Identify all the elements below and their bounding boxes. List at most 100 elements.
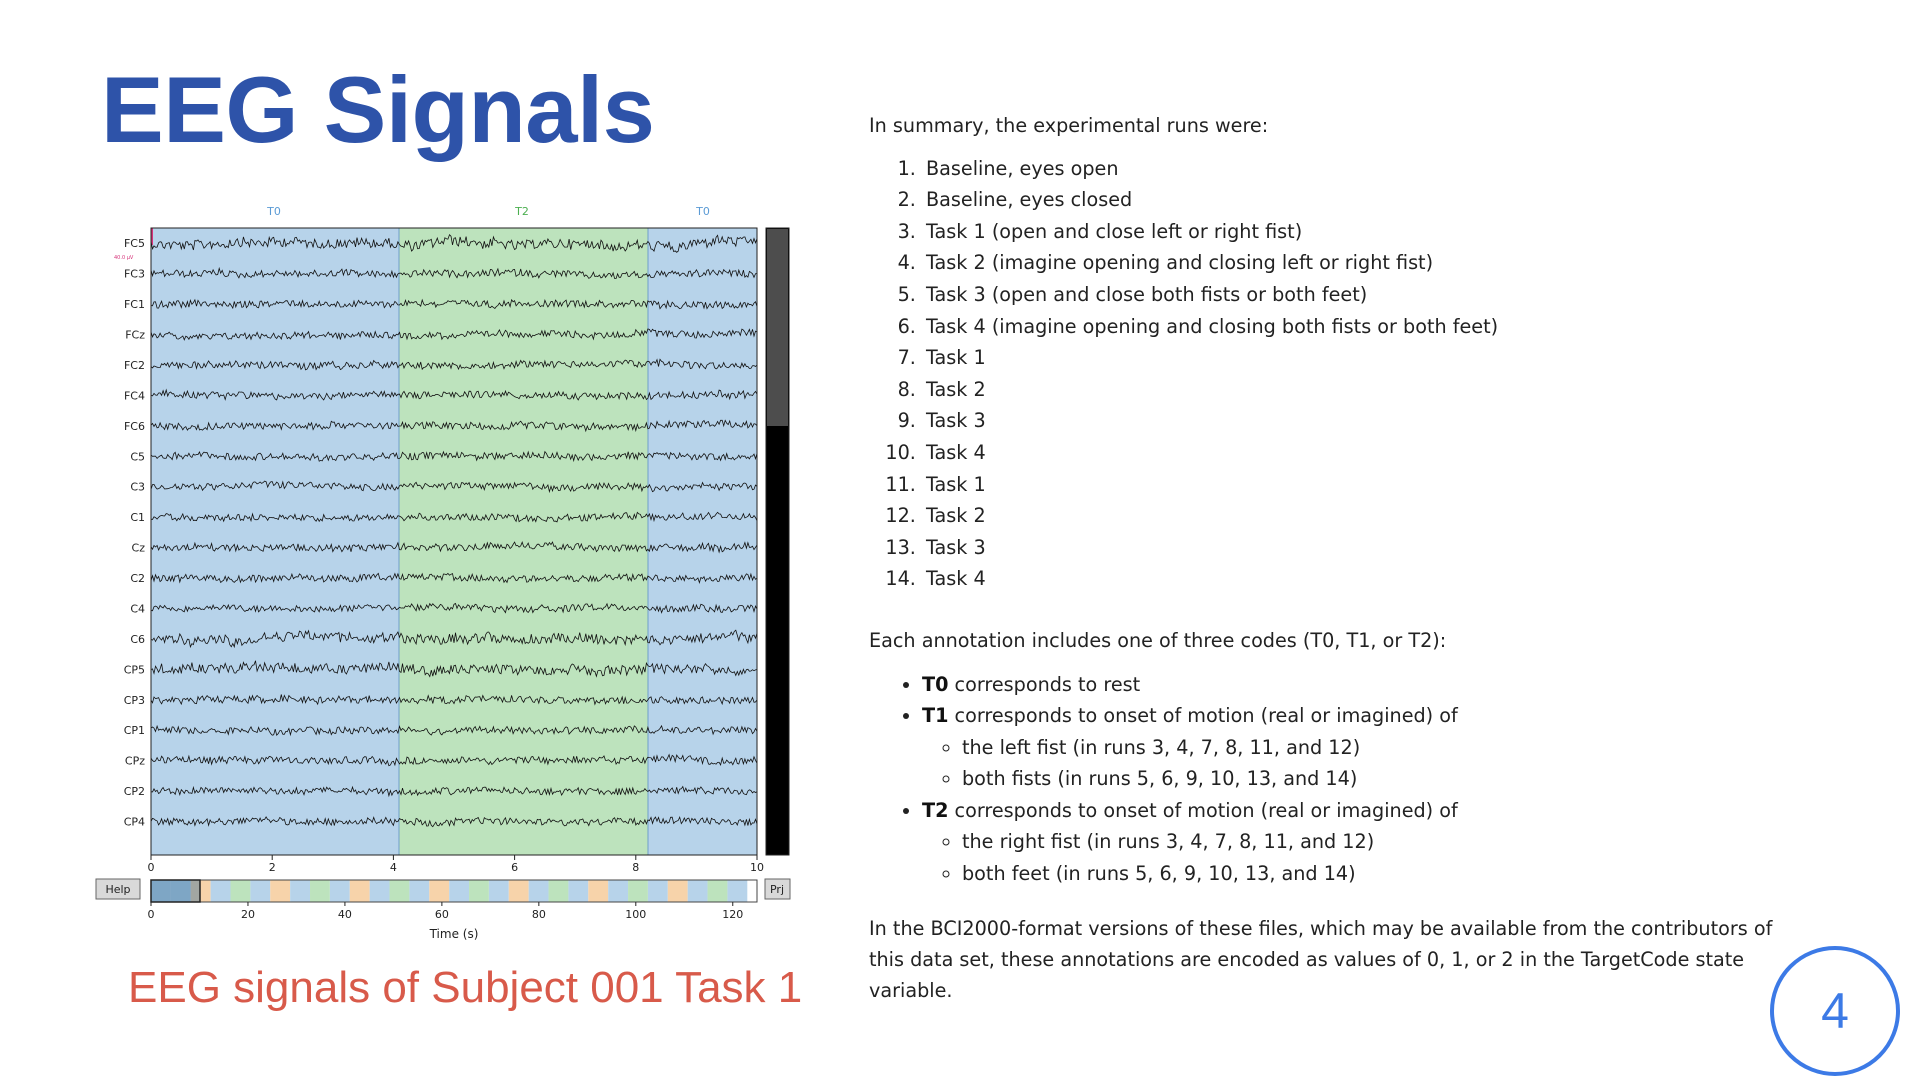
annotation-label-t2: T2 (514, 205, 529, 218)
codes-intro: Each annotation includes one of three co… (869, 628, 1447, 652)
channel-label: C5 (130, 450, 145, 463)
overview-segment (210, 880, 231, 902)
run-item: Task 2 (922, 374, 1829, 406)
page-number: 4 (1821, 983, 1849, 1039)
overview-segment (349, 880, 370, 902)
run-item: Task 1 (open and close left or right fis… (922, 216, 1829, 248)
overview-x-tick-label: 20 (241, 908, 255, 921)
channel-label: Cz (132, 542, 146, 555)
overview-segment (608, 880, 629, 902)
channel-label: FCz (125, 329, 145, 342)
code-name: T2 (922, 798, 949, 822)
overview-segment (687, 880, 708, 902)
t2-span (399, 228, 648, 855)
x-tick-label: 0 (148, 861, 155, 874)
code-description: corresponds to rest (948, 672, 1141, 696)
channel-label: C6 (130, 633, 145, 646)
eeg-figure: T0 T2 T0 40.0 µV FC5 FC3 FC1 FCz FC2 FC4 FC6 C5… (95, 205, 791, 941)
overview-x-tick-label: 0 (148, 908, 155, 921)
code-description: corresponds to onset of motion (real or … (948, 798, 1458, 822)
runs-list: Baseline, eyes openBaseline, eyes closed… (869, 153, 1829, 595)
scale-bar-label: 40.0 µV (114, 255, 134, 261)
channel-label: CP1 (124, 724, 145, 737)
annotation-label-t0-first: T0 (266, 205, 281, 218)
overview-segment (727, 880, 748, 902)
code-subitem: both fists (in runs 5, 6, 9, 10, 13, and… (962, 763, 1829, 795)
projector-button[interactable] (764, 878, 791, 900)
overview-segment (310, 880, 330, 902)
overview-segment (329, 880, 350, 902)
overview-segment (270, 880, 291, 902)
channel-label: C3 (130, 481, 145, 494)
eeg-trace (150, 511, 758, 523)
channel-label: C1 (130, 511, 145, 524)
run-item: Task 2 (imagine opening and closing left… (922, 247, 1829, 279)
code-item: T2 corresponds to onset of motion (real … (922, 795, 1829, 890)
run-item: Task 3 (922, 532, 1829, 564)
overview-segment (389, 880, 410, 902)
overview-segment (488, 880, 509, 902)
channel-label: CP3 (124, 694, 145, 707)
x-tick-label: 6 (511, 861, 518, 874)
eeg-trace (150, 541, 758, 554)
overview-segment (628, 880, 648, 902)
channel-label: FC1 (124, 298, 145, 311)
code-sublist: the left fist (in runs 3, 4, 7, 8, 11, a… (922, 732, 1829, 795)
run-item: Task 2 (922, 500, 1829, 532)
trace-plot-frame (150, 227, 758, 856)
overview-segment (707, 880, 728, 902)
help-button-label: Help (105, 883, 130, 896)
code-subitem: the right fist (in runs 3, 4, 7, 8, 11, … (962, 826, 1829, 858)
overview-segment (250, 880, 271, 902)
bci2000-note: In the BCI2000-format versions of these … (869, 916, 1773, 1002)
runs-intro: In summary, the experimental runs were: (869, 114, 1269, 137)
code-sublist: the right fist (in runs 3, 4, 7, 8, 11, … (922, 826, 1829, 889)
overview-segment (230, 880, 251, 902)
channel-label: C4 (130, 602, 145, 615)
code-subitem: both feet (in runs 5, 6, 9, 10, 13, and … (962, 858, 1829, 890)
eeg-trace (150, 358, 758, 371)
overview-segment (469, 880, 489, 902)
overview-x-tick-label: 100 (625, 908, 646, 921)
code-name: T0 (922, 672, 949, 696)
run-item: Task 1 (922, 469, 1829, 501)
code-description: corresponds to onset of motion (real or … (948, 704, 1458, 728)
eeg-trace (150, 572, 758, 584)
page-number-badge: 4 (1770, 946, 1900, 1076)
overview-segment (528, 880, 549, 902)
t0-span-second (648, 228, 757, 855)
channel-label: C2 (130, 572, 145, 585)
eeg-trace (150, 419, 758, 433)
run-item: Task 4 (922, 563, 1829, 595)
x-tick-label: 8 (632, 861, 639, 874)
overview-segment (647, 880, 668, 902)
run-item: Task 4 (imagine opening and closing both… (922, 311, 1829, 343)
eeg-trace (150, 233, 758, 253)
run-item: Task 4 (922, 437, 1829, 469)
help-button[interactable] (95, 878, 141, 900)
eeg-trace (150, 480, 758, 494)
run-item: Baseline, eyes closed (922, 184, 1829, 216)
overview-segment (151, 880, 171, 902)
run-item: Task 3 (open and close both fists or bot… (922, 279, 1829, 311)
code-item: T0 corresponds to rest (922, 669, 1829, 701)
annotation-label-t0-second: T0 (695, 205, 710, 218)
eeg-trace (150, 694, 758, 706)
overview-segment (429, 880, 450, 902)
overview-timeline (151, 880, 748, 902)
eeg-trace (150, 815, 758, 828)
overview-view-window[interactable] (150, 879, 201, 903)
channel-label: FC6 (124, 420, 145, 433)
overview-xlabel: Time (s) (429, 927, 479, 941)
overview-segment (409, 880, 430, 902)
codes-list: T0 corresponds to restT1 corresponds to … (869, 669, 1829, 890)
overview-segment (548, 880, 569, 902)
eeg-trace (150, 785, 758, 798)
code-item: T1 corresponds to onset of motion (real … (922, 700, 1829, 795)
overview-x-tick-label: 80 (532, 908, 546, 921)
overview-x-tick-label: 120 (722, 908, 743, 921)
eeg-trace (150, 629, 758, 649)
code-subitem: the left fist (in runs 3, 4, 7, 8, 11, a… (962, 732, 1829, 764)
eeg-trace (150, 660, 758, 678)
vertical-scrollbar-thumb[interactable] (767, 229, 788, 426)
